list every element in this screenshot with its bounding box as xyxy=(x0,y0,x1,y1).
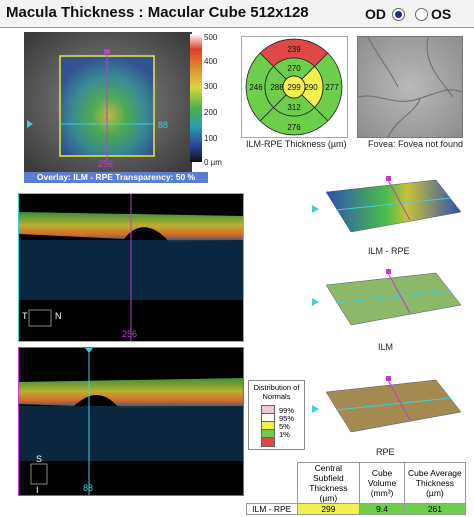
scale-label-100: 100 xyxy=(204,134,218,143)
fundus-index-label: 256 xyxy=(98,159,114,169)
report-title: Macula Thickness : Macular Cube 512x128 xyxy=(6,4,309,21)
fovea-image[interactable] xyxy=(357,36,463,138)
etdrs-center-value: 299 xyxy=(287,83,301,92)
fovea-caption: Fovea: Fovea not found xyxy=(368,139,464,149)
os-radio[interactable] xyxy=(415,8,428,21)
etdrs-panel: 239 270 299 312 276 288 290 246 277 xyxy=(241,36,348,138)
bscan-vertical-index: 88 xyxy=(83,483,94,493)
surface-ilm-rpe-label: ILM - RPE xyxy=(368,246,410,256)
fundus-overlay-svg xyxy=(24,32,192,172)
orientation-box-vertical xyxy=(30,463,48,485)
etdrs-inner-bottom-value: 312 xyxy=(287,103,301,112)
surface-ilm[interactable] xyxy=(306,265,466,337)
summary-average-value: 261 xyxy=(403,503,467,515)
fundus-image[interactable]: 256 88 xyxy=(24,32,192,172)
orient-inferior-label: I xyxy=(36,485,39,495)
overlay-caption[interactable]: Overlay: ILM - RPE Transparency: 50 % xyxy=(24,172,208,183)
summary-header-central: Central Subfield Thickness (µm) xyxy=(296,462,361,504)
bscan-vertical[interactable]: S I 88 xyxy=(18,347,244,496)
surface-rpe[interactable] xyxy=(306,372,466,444)
summary-header-average: Cube Average Thickness (µm) xyxy=(403,462,467,504)
scale-label-300: 300 xyxy=(204,82,218,91)
legend-label-5: 5% xyxy=(279,422,290,431)
orientation-box-horizontal xyxy=(28,309,52,327)
od-label: OD xyxy=(365,6,386,22)
orient-superior-label: S xyxy=(36,454,43,464)
surface-ilm-label: ILM xyxy=(378,342,394,352)
summary-central-value: 299 xyxy=(296,503,361,515)
summary-row-label: ILM - RPE xyxy=(246,503,298,515)
bscan-horizontal-svg xyxy=(19,194,243,341)
fundus-side-label: 88 xyxy=(158,120,169,130)
legend-label-1: 1% xyxy=(279,430,290,439)
surface-ilm-rpe[interactable] xyxy=(306,172,466,244)
bscan-horizontal[interactable]: T N 256 xyxy=(18,193,244,342)
surface-rpe-label: RPE xyxy=(376,447,395,457)
od-radio[interactable] xyxy=(392,8,405,21)
surface-ilm-svg xyxy=(312,269,462,326)
bscan-vertical-marker-icon[interactable] xyxy=(85,348,93,353)
normals-legend: Distribution of Normals 99% 95% 5% 1% xyxy=(248,380,305,450)
fovea-vessels-svg xyxy=(358,37,462,137)
scale-label-0: 0 µm xyxy=(204,158,222,167)
etdrs-center xyxy=(282,75,306,99)
horizontal-scan-marker-icon[interactable] xyxy=(27,120,33,128)
etdrs-inner-temporal-value: 288 xyxy=(270,83,284,92)
etdrs-outer-temporal-value: 246 xyxy=(249,83,263,92)
legend-swatch-below-1 xyxy=(261,437,275,447)
legend-label-99: 99% xyxy=(279,406,295,415)
etdrs-inner-nasal-value: 290 xyxy=(304,83,318,92)
etdrs-inner-top-value: 270 xyxy=(287,64,301,73)
scale-label-400: 400 xyxy=(204,57,218,66)
summary-header-volume: Cube Volume (mm³) xyxy=(359,462,405,504)
scale-label-200: 200 xyxy=(204,108,218,117)
etdrs-outer-bottom-value: 276 xyxy=(287,123,301,132)
etdrs-outer-nasal-value: 277 xyxy=(325,83,339,92)
vertical-scan-marker-icon[interactable] xyxy=(104,49,110,54)
bscan-horizontal-index: 256 xyxy=(122,329,138,339)
surface-ilm-rpe-svg xyxy=(312,176,462,233)
summary-table: Central Subfield Thickness (µm) Cube Vol… xyxy=(246,462,467,515)
retina-layers-vertical xyxy=(19,378,243,408)
bscan-vertical-svg xyxy=(19,348,243,495)
normals-legend-title: Distribution of Normals xyxy=(253,383,300,401)
etdrs-outer-top-value: 239 xyxy=(287,45,301,54)
summary-volume-value: 9.4 xyxy=(359,503,405,515)
orient-temporal-label: T xyxy=(22,311,28,321)
os-label: OS xyxy=(431,6,452,22)
scale-label-500: 500 xyxy=(204,33,218,42)
etdrs-grid-svg: 239 270 299 312 276 288 290 246 277 xyxy=(245,38,343,136)
orient-nasal-label: N xyxy=(55,311,62,321)
thickness-color-scale xyxy=(190,34,202,162)
etdrs-caption: ILM-RPE Thickness (µm) xyxy=(246,139,347,149)
surface-rpe-svg xyxy=(312,376,462,433)
legend-label-95: 95% xyxy=(279,414,295,423)
